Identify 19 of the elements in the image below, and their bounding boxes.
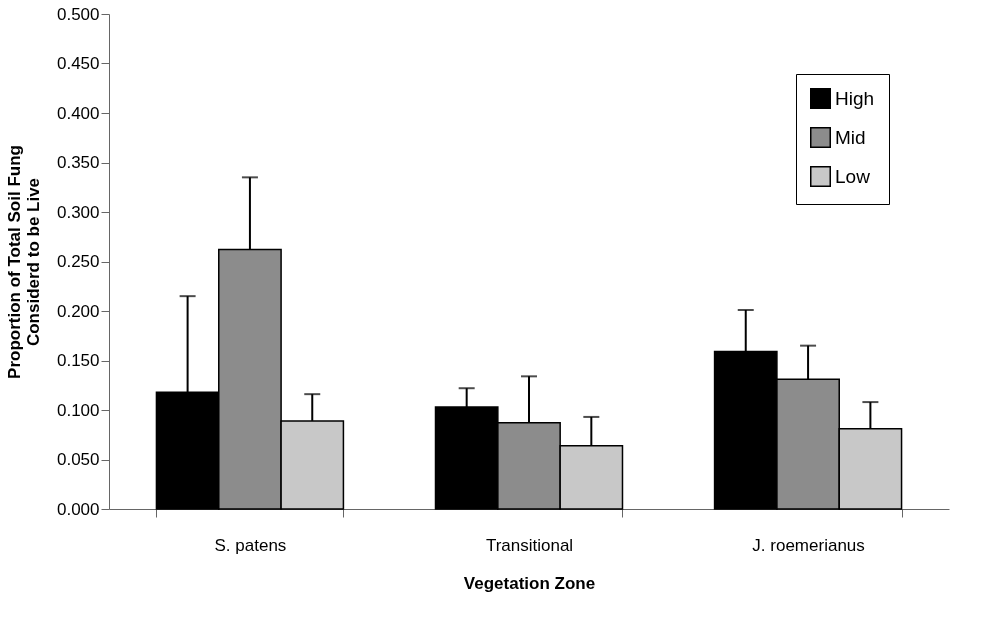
legend-label: High xyxy=(835,87,875,109)
y-tick-label: 0.300 xyxy=(56,202,100,222)
y-tick-label: 0.050 xyxy=(56,450,100,469)
x-tick-label: S. patens xyxy=(214,535,287,555)
legend-label: Low xyxy=(835,165,871,187)
legend-label: Mid xyxy=(835,126,866,148)
y-tick-label: 0.150 xyxy=(56,351,100,370)
y-tick-label: 0.350 xyxy=(56,153,100,172)
x-axis-title: Vegetation Zone xyxy=(463,573,596,593)
y-tick-label: 0.400 xyxy=(56,103,100,123)
y-tick-label: 0.250 xyxy=(56,252,100,271)
y-tick-label: 0.100 xyxy=(56,400,100,420)
y-tick-label: 0.450 xyxy=(56,54,100,73)
y-tick-label: 0.000 xyxy=(56,499,100,519)
y-tick-label: 0.500 xyxy=(56,4,100,24)
x-tick-label: J. roemerianus xyxy=(752,535,865,555)
x-tick-label: Transitional xyxy=(485,535,574,555)
y-tick-label: 0.200 xyxy=(56,301,100,321)
y-axis-title: Proportion of Total Soil Fung Considerd to be Live xyxy=(4,145,43,379)
